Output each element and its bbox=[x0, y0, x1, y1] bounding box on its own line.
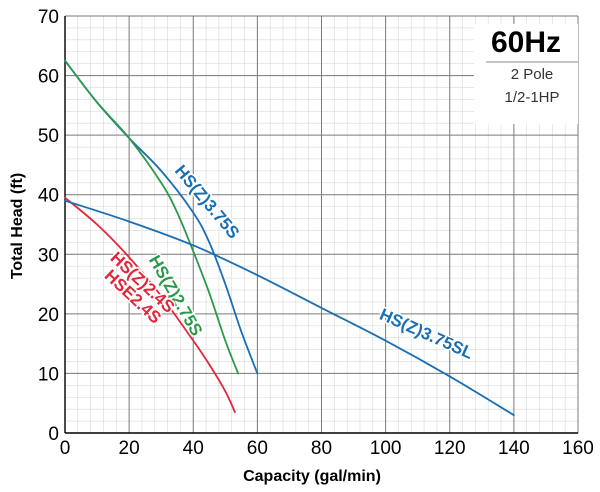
axes: 0 20 40 60 80 100 120 140 160 0 10 20 30 40 50 60 70 bbox=[38, 7, 594, 459]
y-tick-label: 40 bbox=[38, 186, 59, 207]
x-tick-label: 80 bbox=[311, 438, 332, 459]
curve-hsz-2-75s bbox=[64, 59, 240, 375]
x-tick-label: 20 bbox=[119, 438, 140, 459]
y-tick-label: 60 bbox=[38, 67, 59, 88]
series-group bbox=[64, 59, 515, 417]
y-tick-label: 50 bbox=[38, 126, 59, 147]
y-tick-label: 10 bbox=[38, 364, 59, 385]
horsepower-text: 1/2-1HP bbox=[504, 89, 559, 106]
curve-hsz-2-4s bbox=[64, 196, 236, 414]
curve-labels: HS(Z)3.75SHS(Z)2.75SHS(Z)2.4SHSE2.4SHS(Z… bbox=[99, 160, 477, 364]
frequency-title: 60Hz bbox=[491, 26, 561, 59]
x-tick-label: 40 bbox=[183, 438, 204, 459]
info-box: 60Hz 2 Pole 1/2-1HP bbox=[474, 24, 578, 124]
x-tick-label: 120 bbox=[434, 438, 466, 459]
y-tick-label: 70 bbox=[38, 7, 59, 28]
curve-hsz-3-75sl bbox=[64, 199, 515, 417]
y-axis-title: Total Head (ft) bbox=[9, 173, 26, 279]
x-tick-label: 140 bbox=[498, 438, 530, 459]
info-box-background bbox=[474, 24, 578, 124]
grid bbox=[64, 15, 579, 434]
x-tick-label: 0 bbox=[60, 438, 71, 459]
x-tick-label: 60 bbox=[247, 438, 268, 459]
x-axis-title: Capacity (gal/min) bbox=[243, 468, 381, 485]
y-tick-label: 0 bbox=[48, 424, 59, 445]
x-tick-label: 160 bbox=[562, 438, 594, 459]
y-tick-label: 20 bbox=[38, 305, 59, 326]
pole-count-text: 2 Pole bbox=[511, 66, 554, 83]
x-tick-label: 100 bbox=[370, 438, 402, 459]
y-tick-label: 30 bbox=[38, 245, 59, 266]
